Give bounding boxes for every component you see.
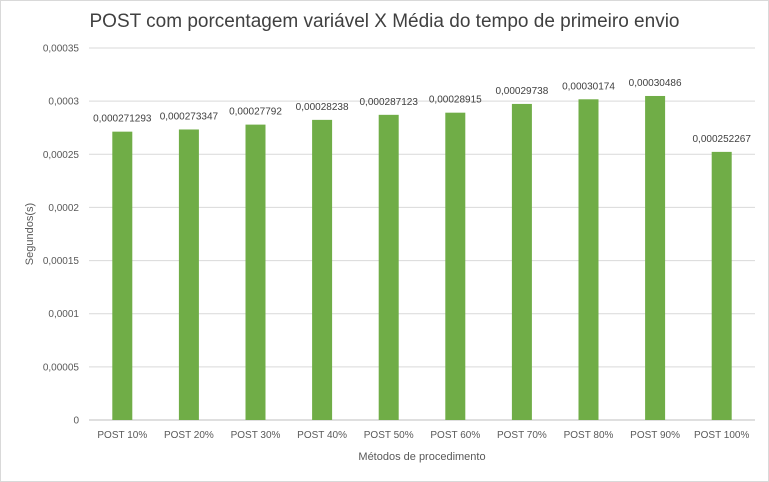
y-tick-label: 0,00015	[43, 256, 80, 267]
bar	[245, 124, 266, 420]
bar	[711, 151, 732, 420]
bar	[645, 95, 666, 421]
data-label: 0,000271293	[93, 114, 152, 125]
bar	[578, 99, 599, 420]
data-label: 0,000273347	[160, 111, 219, 122]
data-label: 0,00028238	[296, 102, 349, 113]
y-tick-label: 0	[73, 416, 79, 427]
chart-title: POST com porcentagem variável X Média do…	[89, 11, 680, 32]
y-tick-label: 0,0003	[48, 97, 79, 108]
bar	[445, 112, 466, 420]
x-tick-label: POST 50%	[364, 430, 414, 441]
data-label: 0,00029738	[495, 86, 548, 97]
x-tick-label: POST 10%	[97, 430, 147, 441]
y-tick-label: 0,00025	[43, 150, 80, 161]
bar	[112, 131, 133, 420]
x-tick-label: POST 20%	[164, 430, 214, 441]
bar	[178, 129, 199, 420]
data-label: 0,00030486	[629, 78, 682, 89]
bar	[312, 119, 333, 421]
x-axis-title: Métodos de procedimento	[358, 451, 485, 463]
y-tick-label: 0,0001	[48, 309, 79, 320]
x-tick-label: POST 80%	[564, 430, 614, 441]
data-label: 0,000252267	[692, 134, 751, 145]
x-tick-label: POST 90%	[630, 430, 680, 441]
y-tick-label: 0,00035	[43, 44, 80, 55]
data-label: 0,000287123	[359, 97, 418, 108]
bar	[511, 103, 532, 420]
bar	[378, 114, 399, 420]
x-tick-label: POST 30%	[231, 430, 281, 441]
data-label: 0,00027792	[229, 107, 282, 118]
x-tick-label: POST 70%	[497, 430, 547, 441]
y-tick-label: 0,0002	[48, 203, 79, 214]
x-tick-label: POST 40%	[297, 430, 347, 441]
y-axis-title: Segundos(s)	[24, 203, 36, 265]
data-label: 0,00030174	[562, 81, 615, 92]
x-tick-label: POST 100%	[694, 430, 750, 441]
data-label: 0,00028915	[429, 95, 482, 106]
y-tick-label: 0,00005	[43, 362, 80, 373]
x-tick-label: POST 60%	[430, 430, 480, 441]
